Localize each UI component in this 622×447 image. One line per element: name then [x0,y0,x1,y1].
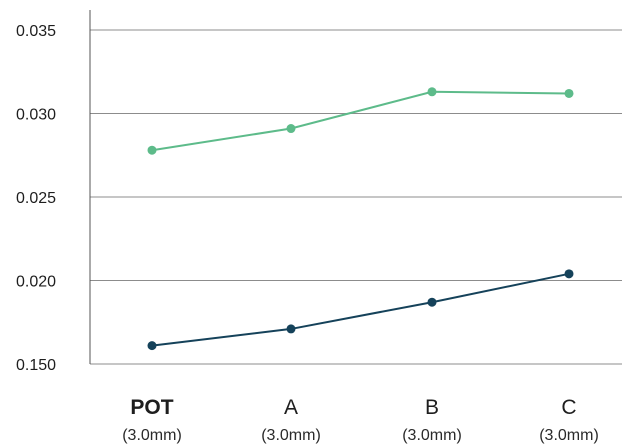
series-1-point [147,145,157,155]
series-2-point [427,297,437,307]
y-tick-label: 0.035 [16,23,56,40]
x-category-label: POT [130,396,173,419]
series-1-point [427,87,437,97]
series-2-line [151,272,570,347]
series-1-line [151,90,570,152]
x-category-sublabel: (3.0mm) [122,427,182,444]
x-category-label: B [425,396,439,419]
y-tick-labels: 0.150 0.020 0.025 0.030 0.035 [16,23,56,374]
series-1-point [564,88,574,98]
gridlines [90,29,622,365]
y-tick-label: 0.020 [16,274,56,291]
series-2-point [286,324,296,334]
series-2-point [564,269,574,279]
series-2-point [147,341,157,351]
y-tick-label: 0.025 [16,190,56,207]
x-category-sublabel: (3.0mm) [402,427,462,444]
y-tick-label: 0.030 [16,107,56,124]
x-category-sublabel: (3.0mm) [539,427,599,444]
x-category-labels: POT (3.0mm) A (3.0mm) B (3.0mm) C (3.0mm) [122,396,599,444]
y-tick-label: 0.150 [16,357,56,374]
x-category-sublabel: (3.0mm) [261,427,321,444]
series-lines [147,87,574,351]
series-1-point [286,124,296,134]
x-category-label: A [284,396,298,419]
x-category-label: C [561,396,576,419]
